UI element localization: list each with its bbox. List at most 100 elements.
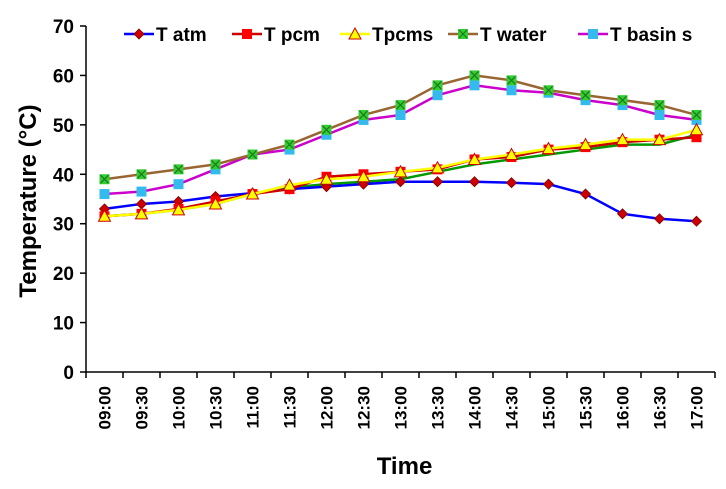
marker-cross xyxy=(359,110,368,120)
point-tpcms xyxy=(319,172,334,185)
point-t-atm xyxy=(579,188,592,200)
point-tpcms xyxy=(504,147,519,161)
marker-cross xyxy=(458,29,468,39)
x-tick-label: 15:30 xyxy=(577,386,596,429)
point-t-water xyxy=(173,164,184,175)
marker-cross xyxy=(618,95,627,105)
x-tick-label: 09:00 xyxy=(96,386,115,429)
marker-cross xyxy=(174,164,183,174)
y-tick-label: 40 xyxy=(53,165,74,186)
series-layer xyxy=(97,70,704,227)
point-t-water xyxy=(99,174,110,185)
series-t-water xyxy=(99,70,702,185)
point-t-atm xyxy=(616,208,629,220)
marker-cross xyxy=(248,150,257,159)
point-t-water xyxy=(210,159,221,170)
legend-label: T water xyxy=(480,25,547,46)
x-tick-label: 09:30 xyxy=(133,386,152,429)
point-t-water xyxy=(691,109,702,120)
point-tpcms xyxy=(282,178,297,191)
y-tick-label: 20 xyxy=(53,264,74,285)
legend-item-t-basin-s: T basin s xyxy=(578,25,692,46)
y-tick-label: 70 xyxy=(53,17,74,38)
point-t-water xyxy=(617,95,628,106)
point-t-water xyxy=(432,80,443,91)
point-tpcms xyxy=(689,122,704,136)
point-tpcms xyxy=(652,132,667,146)
series-tpcms xyxy=(97,122,704,222)
x-axis-title: Time xyxy=(377,453,433,480)
point-tpcms xyxy=(541,141,556,155)
point-tpcms xyxy=(578,137,593,151)
point-t-atm xyxy=(505,177,518,189)
marker-cross xyxy=(396,100,405,110)
marker-cross xyxy=(655,100,664,110)
x-tick-label: 11:00 xyxy=(244,386,263,429)
legend-label: T pcm xyxy=(264,25,320,46)
x-tick-label: 16:30 xyxy=(651,386,670,429)
series-line-t-atm xyxy=(104,180,697,223)
y-tick-label: 30 xyxy=(53,215,74,236)
marker-cross xyxy=(211,159,220,169)
legend-marker xyxy=(458,29,468,39)
point-t-basin-s xyxy=(506,85,517,96)
marker-cross xyxy=(100,174,109,184)
x-tick-label: 11:30 xyxy=(281,386,300,429)
x-tick-label: 15:00 xyxy=(540,386,559,429)
legend-item-t-atm: T atm xyxy=(124,25,207,46)
marker-cross xyxy=(137,169,146,179)
x-tick-label: 14:30 xyxy=(503,386,522,429)
point-tpcms xyxy=(615,132,630,146)
point-tpcms xyxy=(208,196,223,210)
point-t-water xyxy=(136,169,147,180)
point-t-water xyxy=(321,124,332,135)
point-t-water xyxy=(506,75,517,86)
y-ticks: 0 10 20 30 40 50 60 70 xyxy=(53,17,86,384)
y-axis-title: Temperature (°C) xyxy=(15,104,42,297)
point-tpcms xyxy=(97,209,112,222)
legend-item-tpcms: Tpcms xyxy=(340,25,433,46)
marker-cross xyxy=(433,80,442,90)
point-tpcms xyxy=(467,152,482,165)
point-t-water xyxy=(358,109,369,120)
legend-marker xyxy=(588,29,598,39)
x-ticks: 09:00 09:30 10:00 10:30 11:00 11:30 12:00 12:30… xyxy=(85,372,716,429)
legend-marker xyxy=(133,28,145,40)
point-t-water xyxy=(469,70,480,81)
x-tick-label: 10:00 xyxy=(170,386,189,429)
point-tpcms xyxy=(245,187,260,200)
series-line-t-water xyxy=(104,74,697,181)
point-t-atm xyxy=(690,215,703,227)
point-t-basin-s xyxy=(395,109,406,120)
marker-cross xyxy=(692,110,701,120)
legend-label: Tpcms xyxy=(372,25,433,46)
marker-cross xyxy=(544,85,553,95)
x-tick-label: 17:00 xyxy=(688,386,707,429)
y-tick-label: 0 xyxy=(63,363,74,384)
series-t-atm xyxy=(98,176,703,227)
marker-cross xyxy=(581,90,590,100)
point-t-basin-s xyxy=(99,189,110,200)
x-tick-label: 14:00 xyxy=(466,386,485,429)
point-t-water xyxy=(654,100,665,111)
point-t-basin-s xyxy=(136,186,147,197)
point-t-basin-s xyxy=(469,80,480,91)
x-tick-label: 12:00 xyxy=(318,386,337,429)
x-tick-label: 13:30 xyxy=(429,386,448,429)
marker-cross xyxy=(322,125,331,135)
point-tpcms xyxy=(430,160,445,174)
point-tpcms xyxy=(134,206,149,220)
y-tick-label: 50 xyxy=(53,116,74,137)
point-t-basin-s xyxy=(432,90,443,101)
x-tick-label: 12:30 xyxy=(355,386,374,429)
point-t-basin-s xyxy=(654,109,665,120)
y-tick-label: 10 xyxy=(53,314,74,335)
point-tpcms xyxy=(356,169,371,183)
legend-marker xyxy=(242,29,252,39)
point-t-atm xyxy=(542,178,555,190)
point-t-atm xyxy=(431,176,444,188)
legend-label: T atm xyxy=(156,25,207,46)
point-t-basin-s xyxy=(173,179,184,190)
